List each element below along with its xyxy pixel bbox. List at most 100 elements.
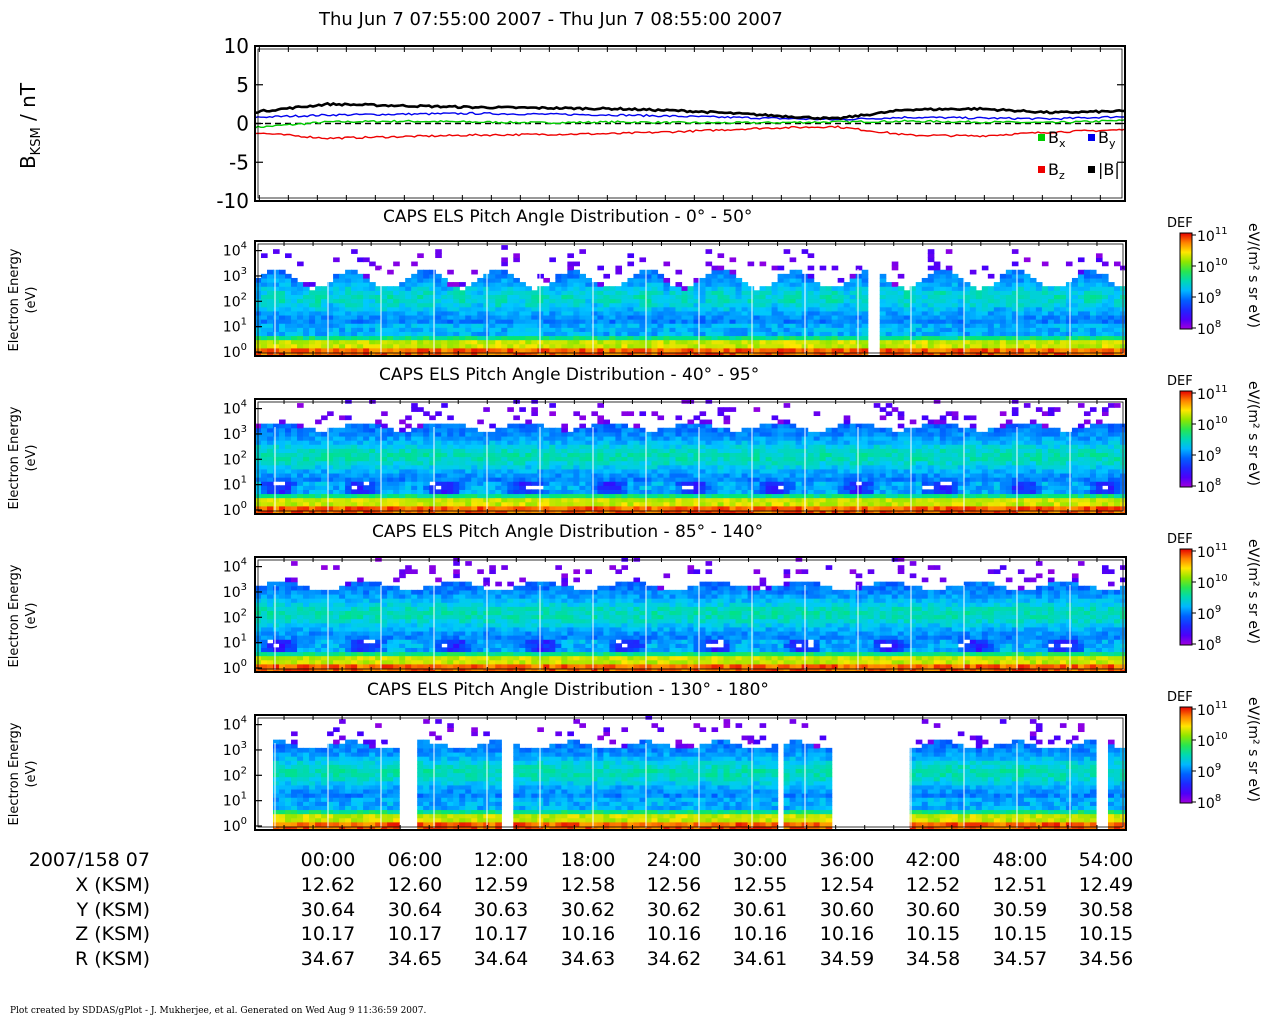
colorbar-tick-label: 1011: [1197, 700, 1228, 719]
ephemeris-value: 12.59: [473, 874, 529, 896]
ephemeris-value: 30.61: [732, 898, 788, 921]
mag-ylabel-unit: / nT: [16, 82, 40, 128]
colorbar-gradient: [1179, 232, 1193, 330]
legend-label: |B|: [1098, 160, 1120, 179]
ephemeris-value: 10.15: [1078, 923, 1134, 945]
spectrogram-cells: [273, 715, 1127, 831]
ephemeris-value: 12.49: [1078, 874, 1134, 896]
ephemeris-value: 10.17: [387, 923, 443, 945]
colorbar-def-label: DEF: [1167, 690, 1193, 705]
mag-ylabel-sub: KSM: [29, 127, 44, 156]
ephemeris-row-label: Z (KSM): [75, 923, 150, 945]
mag-ytick-label: 0: [236, 112, 249, 136]
mag-series-By: [254, 111, 1126, 121]
legend-label: Bz: [1048, 160, 1065, 182]
panel-title: CAPS ELS Pitch Angle Distribution - 130°…: [367, 680, 769, 700]
colorbar-unit-label: eV/(m² s sr eV): [1245, 223, 1261, 328]
ephemeris-value: 34.62: [646, 947, 702, 970]
panel-ylabel: Electron Energy (eV): [6, 235, 40, 365]
plot-credit-footer: Plot created by SDDAS/gPlot - J. Mukherj…: [10, 1006, 427, 1016]
energy-tick-label: 102: [223, 449, 247, 468]
ephemeris-value: 12.51: [992, 874, 1048, 896]
energy-tick-label: 102: [223, 607, 247, 626]
ephemeris-value: 30.63: [473, 898, 529, 921]
legend-swatch: [1088, 134, 1095, 141]
panel-ylabel-line2: (eV): [24, 602, 39, 630]
ephemeris-time: 00:00: [300, 849, 356, 871]
energy-tick-label: 101: [223, 475, 247, 494]
colorbar-unit-label: eV/(m² s sr eV): [1245, 539, 1261, 644]
panel-ylabel-line1: Electron Energy: [7, 722, 22, 826]
energy-tick-label: 102: [223, 291, 247, 310]
panel-ylabel-line1: Electron Energy: [7, 406, 22, 510]
panel-ylabel-line2: (eV): [24, 286, 39, 314]
colorbar-gradient: [1179, 390, 1193, 488]
legend-swatch: [1038, 134, 1045, 141]
ephemeris-value: 34.59: [819, 947, 875, 970]
ephemeris-value: 34.58: [905, 947, 961, 970]
panel-title: CAPS ELS Pitch Angle Distribution - 40° …: [379, 365, 760, 385]
ephemeris-value: 30.62: [560, 898, 616, 921]
ephemeris-value: 30.60: [905, 898, 961, 921]
legend-swatch: [1088, 166, 1095, 173]
energy-tick-label: 104: [223, 399, 247, 418]
ephemeris-value: 12.58: [560, 874, 616, 896]
colorbar-tick-label: 1011: [1197, 542, 1228, 561]
energy-tick-label: 104: [223, 557, 247, 576]
spectrogram-cells: [255, 557, 1127, 673]
mag-series-Bz: [254, 125, 1126, 140]
ephemeris-time: 30:00: [732, 849, 788, 871]
ephemeris-time: 48:00: [992, 849, 1048, 871]
ephemeris-value: 12.56: [646, 874, 702, 896]
ephemeris-value: 30.64: [387, 898, 443, 921]
colorbar: DEF 1011 1010 109 108 eV/(m² s sr eV): [1167, 374, 1261, 496]
ephemeris-value: 30.58: [1078, 898, 1134, 921]
ephemeris-value: 12.62: [300, 874, 356, 896]
ephemeris-value: 10.15: [905, 923, 961, 945]
mag-ylabel: BKSM / nT: [16, 56, 44, 196]
ephemeris-value: 12.54: [819, 874, 875, 896]
spectrogram-chart: 104 103 102 101 100: [223, 714, 1127, 835]
ephemeris-value: 10.16: [819, 923, 875, 945]
ephemeris-value: 10.17: [473, 923, 529, 945]
colorbar-tick-label: 1011: [1197, 226, 1228, 245]
energy-tick-label: 103: [223, 424, 247, 443]
ephemeris-value: 30.59: [992, 898, 1048, 921]
mag-ylabel-main: B: [16, 155, 40, 170]
colorbar-unit-label: eV/(m² s sr eV): [1245, 381, 1261, 486]
plot-title: Thu Jun 7 07:55:00 2007 - Thu Jun 7 08:5…: [319, 9, 783, 30]
ephemeris-time: 54:00: [1078, 849, 1134, 871]
energy-tick-label: 101: [223, 317, 247, 336]
colorbar-gradient: [1179, 706, 1193, 804]
spectrogram-cells: [255, 245, 1127, 357]
ephemeris-time: 12:00: [473, 849, 529, 871]
mag-frame: [254, 45, 1126, 202]
colorbar-tick-label: 1010: [1197, 415, 1228, 434]
ephemeris-value: 10.16: [560, 923, 616, 945]
ephemeris-value: 34.65: [387, 947, 443, 970]
ephemeris-value: 10.15: [992, 923, 1048, 945]
spectrogram-chart: 104 103 102 101 100: [223, 240, 1127, 361]
spectrogram-cells: [255, 399, 1127, 515]
mag-ytick-label: 5: [236, 73, 249, 97]
colorbar-tick-label: 109: [1197, 446, 1221, 465]
energy-tick-label: 100: [223, 500, 247, 519]
colorbar-tick-label: 109: [1197, 762, 1221, 781]
colorbar-tick-label: 108: [1197, 319, 1221, 338]
mag-series-Bx: [254, 119, 1126, 129]
panel-title: CAPS ELS Pitch Angle Distribution - 0° -…: [383, 207, 753, 227]
panel-ylabel-line2: (eV): [24, 760, 39, 788]
legend-swatch: [1038, 166, 1045, 173]
ephemeris-time: 42:00: [905, 849, 961, 871]
colorbar-tick-label: 1010: [1197, 257, 1228, 276]
mag-ytick-label: -10: [216, 189, 249, 210]
energy-tick-label: 102: [223, 765, 247, 784]
ephemeris-time: 18:00: [560, 849, 616, 871]
ephemeris-time: 06:00: [387, 849, 443, 871]
colorbar-def-label: DEF: [1167, 374, 1193, 389]
ephemeris-value: 12.52: [905, 874, 961, 896]
colorbar-tick-label: 1011: [1197, 384, 1228, 403]
panel-ylabel: Electron Energy (eV): [6, 709, 40, 839]
ephemeris-value: 34.63: [560, 947, 616, 970]
colorbar-tick-label: 1010: [1197, 573, 1228, 592]
